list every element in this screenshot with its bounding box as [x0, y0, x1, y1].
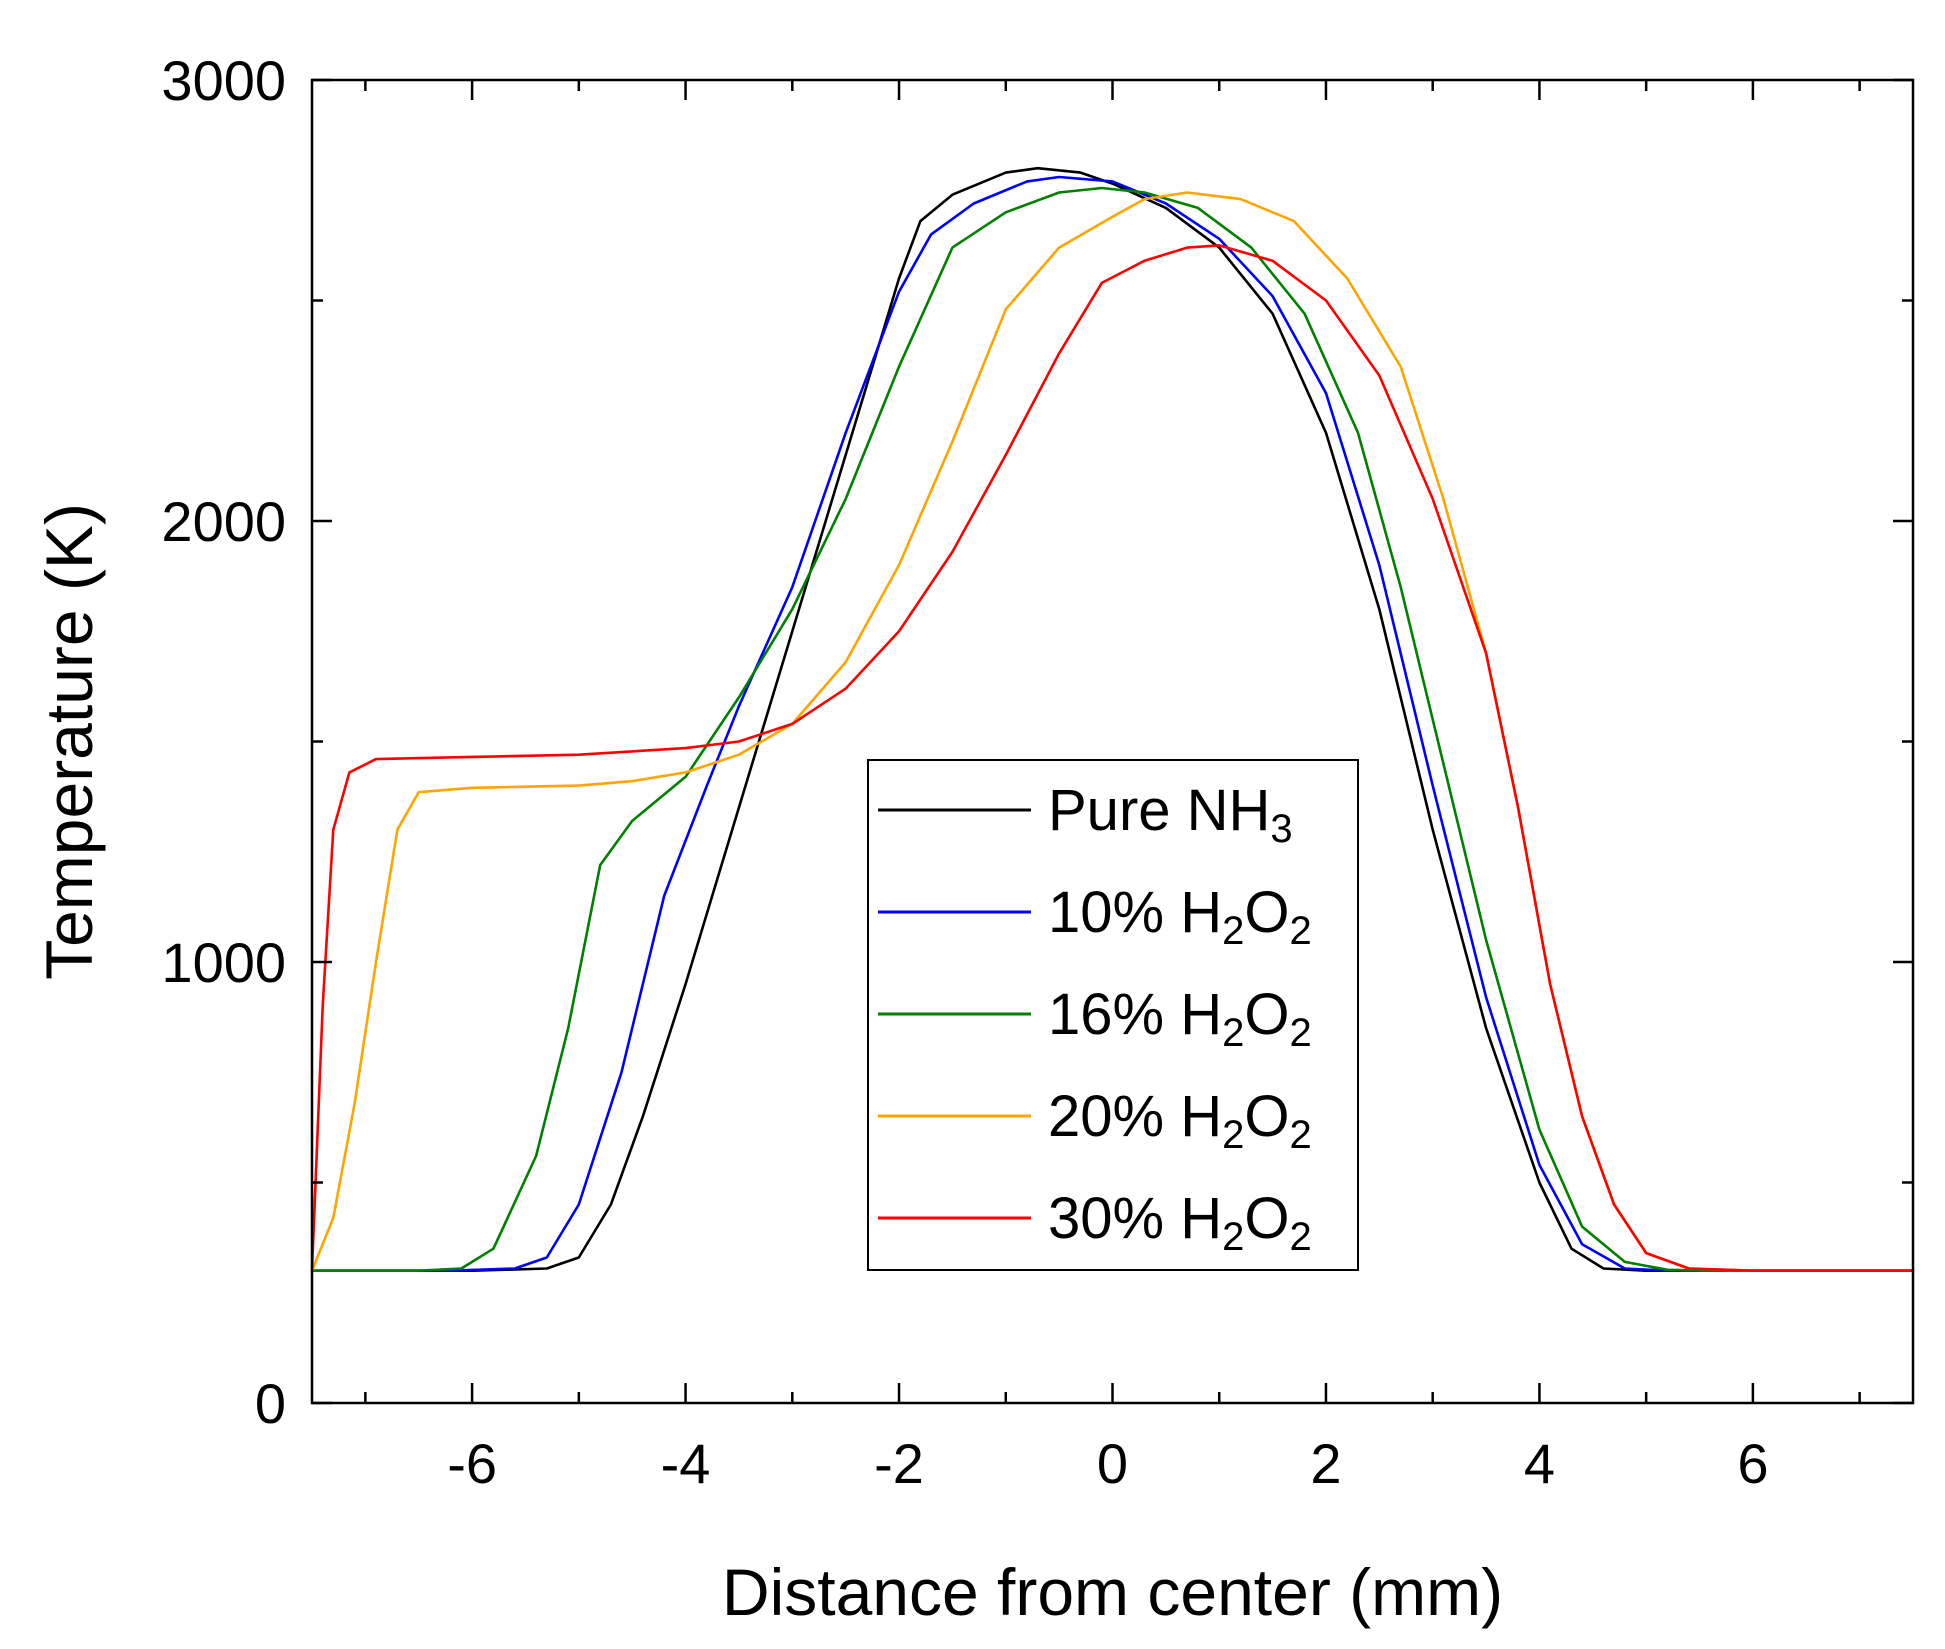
y-tick-label: 3000: [161, 49, 286, 112]
x-tick-label: 6: [1737, 1432, 1768, 1495]
legend-label: 16% H2O2: [1048, 982, 1312, 1055]
series-line-1: [310, 175, 1915, 1272]
ticks-layer: -6 -4 -2 0 2 4 6 0 1000 2000 3000: [161, 49, 1913, 1495]
x-tick-label: -6: [447, 1432, 497, 1495]
legend-label: 30% H2O2: [1048, 1186, 1312, 1259]
y-tick-label: 1000: [161, 931, 286, 994]
x-tick-label: 4: [1524, 1432, 1555, 1495]
y-axis-title: Temperature (K): [32, 503, 106, 980]
series-line-4: [310, 244, 1915, 1272]
y-tick-label: 0: [255, 1372, 286, 1435]
legend-label: Pure NH3: [1048, 778, 1293, 851]
x-tick-label: -2: [874, 1432, 924, 1495]
series-line-0: [310, 166, 1915, 1272]
legend: Pure NH3 10% H2O2 16% H2O2 20% H2O2 30% H2O2: [867, 759, 1359, 1271]
legend-label: 20% H2O2: [1048, 1084, 1312, 1157]
series-layer: [310, 166, 1915, 1272]
y-tick-label: 2000: [161, 490, 286, 553]
series-line-2: [310, 186, 1915, 1272]
x-tick-label: 2: [1310, 1432, 1341, 1495]
x-axis-title: Distance from center (mm): [722, 1555, 1503, 1629]
legend-label: 10% H2O2: [1048, 880, 1312, 953]
x-tick-label: -4: [661, 1432, 711, 1495]
x-tick-label: 0: [1097, 1432, 1128, 1495]
